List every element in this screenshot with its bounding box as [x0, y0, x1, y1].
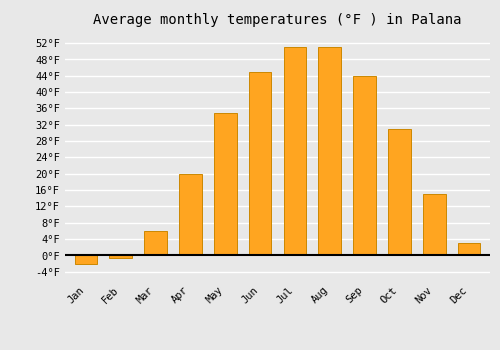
Bar [354, 76, 376, 256]
Bar [144, 231, 167, 255]
Bar [74, 256, 97, 264]
Bar [318, 47, 341, 256]
Bar [423, 194, 446, 256]
Bar [214, 113, 236, 256]
Bar [458, 243, 480, 255]
Bar [179, 174, 202, 256]
Bar [249, 72, 272, 256]
Bar [110, 256, 132, 258]
Title: Average monthly temperatures (°F ) in Palana: Average monthly temperatures (°F ) in Pa… [93, 13, 462, 27]
Bar [284, 47, 306, 256]
Bar [388, 129, 410, 256]
